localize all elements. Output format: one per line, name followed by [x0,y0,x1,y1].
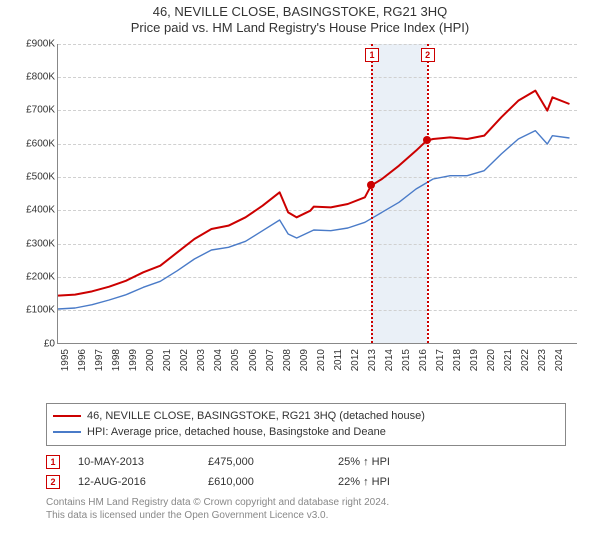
y-tick-label: £200K [26,271,55,282]
x-tick-label: 2007 [265,349,276,371]
x-tick-label: 2021 [503,349,514,371]
legend-swatch [53,415,81,417]
x-tick-label: 2016 [418,349,429,371]
x-tick-label: 2015 [401,349,412,371]
sale-date: 10-MAY-2013 [78,456,208,468]
x-tick-label: 2003 [196,349,207,371]
legend-label: HPI: Average price, detached house, Basi… [87,424,386,441]
sale-row: 1 10-MAY-2013£475,00025% ↑ HPI [46,452,566,472]
x-tick-label: 2019 [469,349,480,371]
sale-row-marker: 2 [46,475,60,489]
sale-dot [367,181,375,189]
y-tick-label: £500K [26,171,55,182]
x-tick-label: 2008 [282,349,293,371]
x-tick-label: 2022 [520,349,531,371]
x-tick-label: 2012 [350,349,361,371]
sales-table: 1 10-MAY-2013£475,00025% ↑ HPI 2 12-AUG-201… [46,452,566,492]
x-tick-label: 2004 [213,349,224,371]
x-tick-label: 2009 [299,349,310,371]
x-tick-label: 2018 [452,349,463,371]
x-tick-label: 2006 [248,349,259,371]
legend-swatch [53,431,81,433]
x-tick-label: 2005 [230,349,241,371]
x-tick-label: 1999 [128,349,139,371]
line-series [58,44,578,344]
sale-delta: 25% ↑ HPI [338,456,468,468]
y-tick-label: £100K [26,305,55,316]
sale-price: £610,000 [208,476,338,488]
sale-row-marker: 1 [46,455,60,469]
chart-container: 46, NEVILLE CLOSE, BASINGSTOKE, RG21 3HQ… [0,0,600,560]
x-tick-label: 2010 [316,349,327,371]
x-tick-label: 2000 [145,349,156,371]
x-tick-label: 2020 [486,349,497,371]
sale-vline [371,44,373,343]
copyright-line1: Contains HM Land Registry data © Crown c… [46,496,566,509]
y-tick-label: £900K [26,38,55,49]
sale-marker-label: 1 [365,48,379,62]
x-tick-label: 1996 [77,349,88,371]
chart-area: 12 £0£100K£200K£300K£400K£500K£600K£700K… [12,39,582,399]
x-tick-label: 1998 [111,349,122,371]
copyright: Contains HM Land Registry data © Crown c… [46,496,566,522]
sale-vline [427,44,429,343]
legend-item: 46, NEVILLE CLOSE, BASINGSTOKE, RG21 3HQ… [53,408,559,425]
legend-label: 46, NEVILLE CLOSE, BASINGSTOKE, RG21 3HQ… [87,408,425,425]
sale-dot [423,136,431,144]
sale-row: 2 12-AUG-2016£610,00022% ↑ HPI [46,472,566,492]
x-tick-label: 2014 [384,349,395,371]
x-tick-label: 1995 [60,349,71,371]
x-tick-label: 2011 [333,349,344,371]
x-tick-label: 2023 [537,349,548,371]
sale-date: 12-AUG-2016 [78,476,208,488]
y-tick-label: £300K [26,238,55,249]
x-tick-label: 2001 [162,349,173,371]
y-tick-label: £400K [26,205,55,216]
copyright-line2: This data is licensed under the Open Gov… [46,509,566,522]
x-tick-label: 1997 [94,349,105,371]
series-price_paid [58,90,569,295]
plot-region: 12 [57,44,577,344]
x-tick-label: 2024 [554,349,565,371]
legend: 46, NEVILLE CLOSE, BASINGSTOKE, RG21 3HQ… [46,403,566,446]
sale-price: £475,000 [208,456,338,468]
y-tick-label: £600K [26,138,55,149]
y-tick-label: £0 [44,338,55,349]
y-tick-label: £800K [26,71,55,82]
y-tick-label: £700K [26,105,55,116]
sale-marker-label: 2 [421,48,435,62]
legend-item: HPI: Average price, detached house, Basi… [53,424,559,441]
series-hpi [58,130,569,308]
chart-title: 46, NEVILLE CLOSE, BASINGSTOKE, RG21 3HQ [6,4,594,20]
sale-delta: 22% ↑ HPI [338,476,468,488]
chart-subtitle: Price paid vs. HM Land Registry's House … [6,20,594,35]
x-tick-label: 2002 [179,349,190,371]
x-tick-label: 2013 [367,349,378,371]
x-tick-label: 2017 [435,349,446,371]
